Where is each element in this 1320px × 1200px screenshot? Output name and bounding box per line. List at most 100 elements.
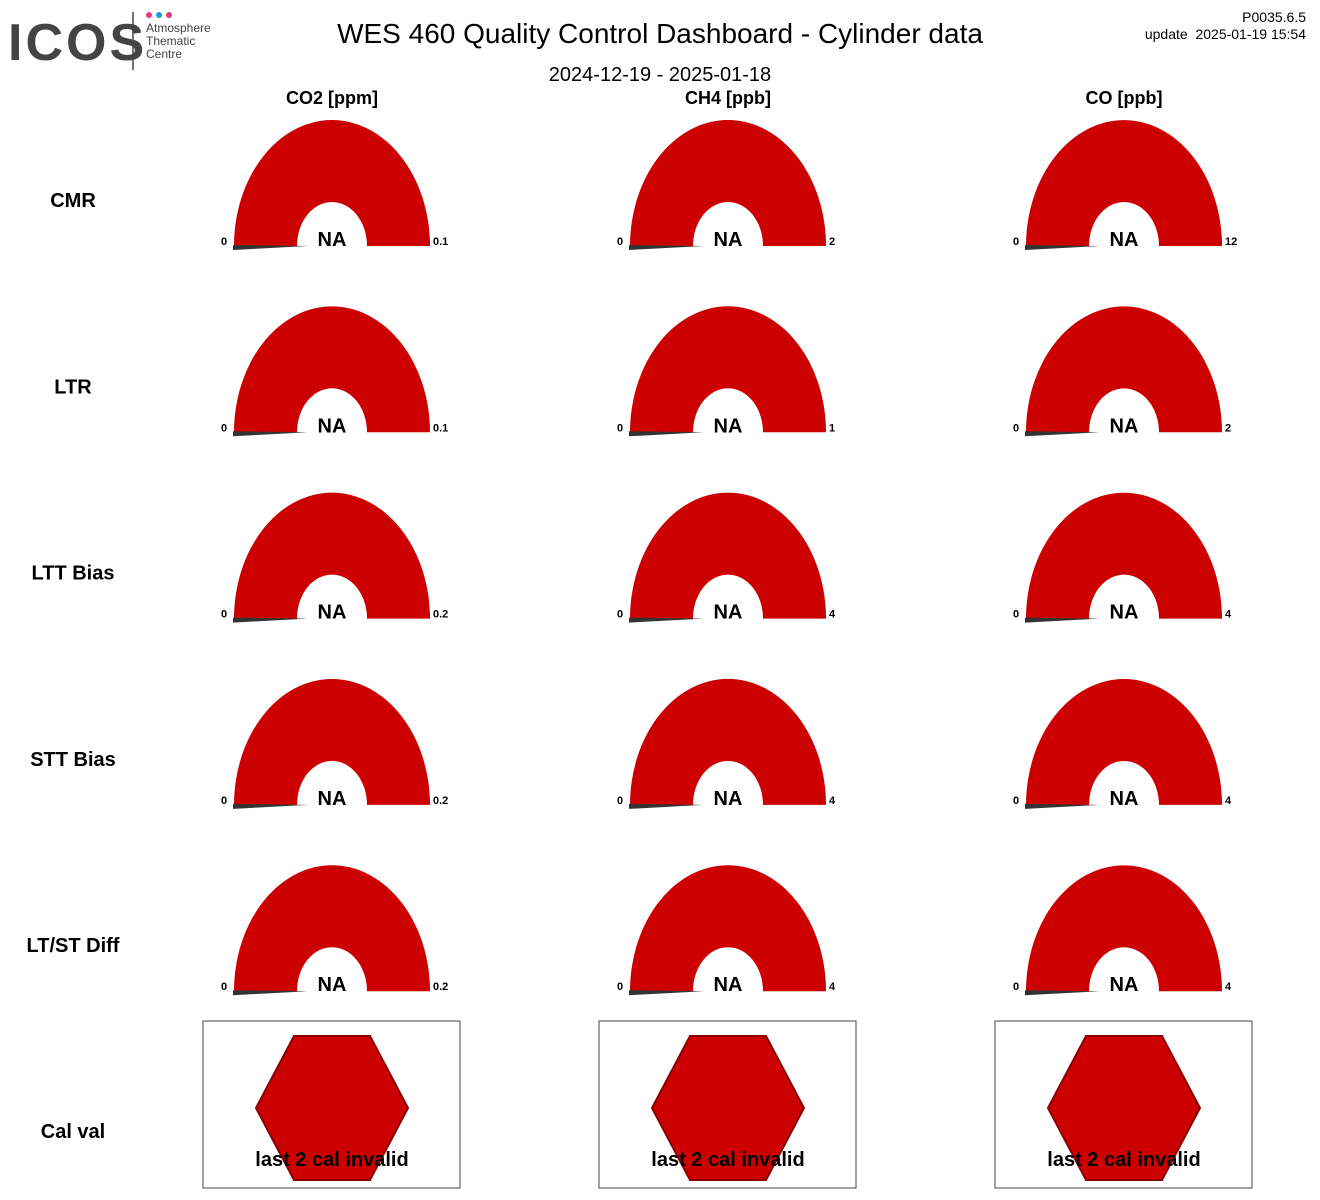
gauge-value: NA <box>714 415 743 437</box>
gauge-value: NA <box>1110 415 1139 437</box>
gauge-arc <box>234 120 430 246</box>
gauge-min: 0 <box>221 795 227 807</box>
gauge-value: NA <box>1110 602 1139 624</box>
row-label: STT Bias <box>30 749 116 771</box>
gauge-value: NA <box>714 788 743 810</box>
gauge-max: 0.2 <box>433 795 448 807</box>
row-label: Cal val <box>41 1121 105 1143</box>
logo: ICOS <box>8 14 147 72</box>
gauge-max: 1 <box>829 422 835 434</box>
update: update 2025-01-19 15:54 <box>1145 26 1306 42</box>
logo-sub: Thematic <box>146 34 195 48</box>
gauge-max: 4 <box>1225 609 1232 621</box>
logo-dot <box>166 12 172 18</box>
logo-sub: Centre <box>146 47 182 61</box>
gauge-needle <box>1025 803 1100 809</box>
gauge-value: NA <box>1110 229 1139 251</box>
logo-dot <box>146 12 152 18</box>
gauge-needle <box>629 617 704 623</box>
row-label: LTT Bias <box>32 563 115 585</box>
gauge-needle <box>629 245 704 250</box>
gauge-needle <box>233 617 308 623</box>
gauge-value: NA <box>1110 788 1139 810</box>
gauge-arc <box>630 492 826 619</box>
gauge-needle <box>1025 617 1100 623</box>
gauge-min: 0 <box>1013 236 1019 248</box>
version: P0035.6.5 <box>1242 9 1306 25</box>
gauge-min: 0 <box>221 609 227 621</box>
gauge-min: 0 <box>221 236 227 248</box>
gauge-needle <box>233 803 308 809</box>
gauge-arc <box>630 306 826 433</box>
gauge-min: 0 <box>221 981 227 993</box>
column-header: CH4 [ppb] <box>685 88 771 108</box>
gauge-min: 0 <box>617 981 623 993</box>
cal-hexagon <box>650 1035 806 1181</box>
gauge-max: 0.1 <box>433 236 448 248</box>
title: WES 460 Quality Control Dashboard - Cyli… <box>337 18 983 49</box>
gauge-max: 0.2 <box>433 609 448 621</box>
cal-hexagon <box>1046 1035 1202 1181</box>
gauge-max: 2 <box>1225 422 1231 434</box>
gauge-arc <box>1026 120 1222 246</box>
logo-sub: Atmosphere <box>146 21 211 35</box>
gauge-arc <box>630 865 826 992</box>
gauge-min: 0 <box>1013 609 1019 621</box>
gauge-value: NA <box>318 229 347 251</box>
gauge-arc <box>1026 865 1222 992</box>
row-label: CMR <box>50 190 96 212</box>
gauge-value: NA <box>318 602 347 624</box>
gauge-max: 4 <box>829 609 836 621</box>
gauge-arc <box>630 120 826 246</box>
cal-hexagon <box>254 1035 410 1181</box>
period: 2024-12-19 - 2025-01-18 <box>549 64 771 86</box>
gauge-max: 4 <box>1225 981 1232 993</box>
gauge-arc <box>630 678 826 805</box>
gauge-min: 0 <box>221 422 227 434</box>
gauge-value: NA <box>1110 974 1139 996</box>
gauge-arc <box>1026 679 1222 805</box>
gauge-needle <box>233 990 308 996</box>
gauge-max: 4 <box>1225 795 1232 807</box>
cal-status: last 2 cal invalid <box>1047 1149 1200 1171</box>
gauge-value: NA <box>714 974 743 996</box>
gauge-min: 0 <box>617 236 623 248</box>
cal-status: last 2 cal invalid <box>255 1149 408 1171</box>
gauge-value: NA <box>318 788 347 810</box>
gauge-value: NA <box>714 602 743 624</box>
gauge-value: NA <box>714 229 743 251</box>
gauge-min: 0 <box>617 422 623 434</box>
logo-dot <box>156 12 162 18</box>
gauge-needle <box>1025 431 1100 437</box>
cal-status: last 2 cal invalid <box>651 1149 804 1171</box>
gauge-arc <box>234 492 430 619</box>
gauge-needle <box>629 803 704 809</box>
gauge-arc <box>1026 492 1222 619</box>
gauge-value: NA <box>318 974 347 996</box>
gauge-max: 4 <box>829 981 836 993</box>
gauge-arc <box>234 865 430 992</box>
column-header: CO2 [ppm] <box>286 88 378 108</box>
gauge-max: 12 <box>1225 236 1237 248</box>
gauge-needle <box>233 431 308 437</box>
gauge-min: 0 <box>1013 422 1019 434</box>
gauge-arc <box>234 306 430 433</box>
gauge-min: 0 <box>1013 981 1019 993</box>
gauge-arc <box>1026 306 1222 433</box>
gauge-arc <box>234 678 430 805</box>
gauge-max: 0.1 <box>433 422 448 434</box>
column-header: CO [ppb] <box>1086 88 1163 108</box>
gauge-min: 0 <box>617 609 623 621</box>
gauge-needle <box>1025 245 1100 250</box>
gauge-min: 0 <box>1013 795 1019 807</box>
gauge-min: 0 <box>617 795 623 807</box>
gauge-needle <box>233 245 308 250</box>
gauge-value: NA <box>318 415 347 437</box>
row-label: LTR <box>54 376 92 398</box>
gauge-needle <box>629 431 704 437</box>
gauge-max: 2 <box>829 236 835 248</box>
gauge-max: 4 <box>829 795 836 807</box>
gauge-needle <box>629 990 704 996</box>
gauge-needle <box>1025 990 1100 996</box>
